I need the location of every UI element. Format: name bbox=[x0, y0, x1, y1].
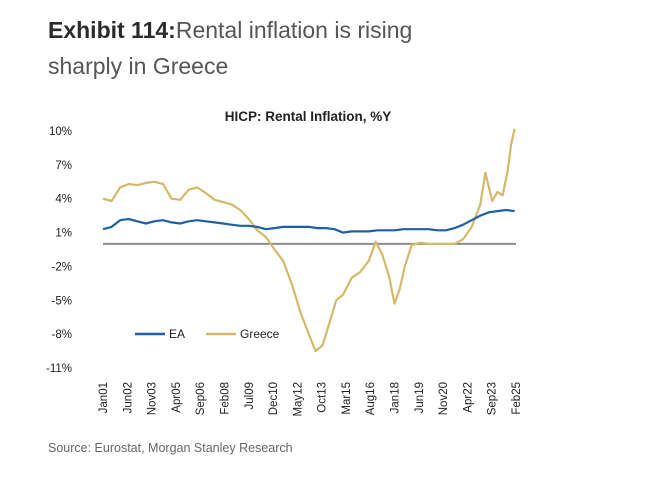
source-note: Source: Eurostat, Morgan Stanley Researc… bbox=[48, 441, 293, 455]
chart-title: HICP: Rental Inflation, %Y bbox=[225, 109, 392, 124]
y-tick-label: -8% bbox=[52, 329, 72, 341]
x-tick-label: Jan01 bbox=[98, 382, 110, 413]
series-line-ea bbox=[102, 208, 515, 234]
exhibit-text-line2: sharply in Greece bbox=[48, 53, 229, 79]
exhibit-text-line1: Rental inflation is rising bbox=[175, 17, 413, 43]
x-tick-label: Oct13 bbox=[317, 382, 329, 413]
x-tick-label: Jun02 bbox=[122, 382, 134, 413]
y-tick-label: -11% bbox=[46, 363, 72, 375]
y-tick-label: 10% bbox=[49, 126, 72, 138]
x-tick-label: Nov20 bbox=[438, 382, 450, 415]
y-axis: 10% 7% 4% 1% -2% -5% -8% -11% bbox=[46, 126, 72, 375]
y-tick-label: -5% bbox=[52, 295, 72, 307]
y-tick-label: -2% bbox=[52, 261, 72, 273]
x-tick-label: Apr22 bbox=[462, 382, 474, 413]
y-tick-label: 4% bbox=[55, 194, 72, 206]
x-tick-label: Feb08 bbox=[219, 382, 231, 415]
x-tick-label: Aug16 bbox=[365, 382, 377, 415]
x-tick-label: May12 bbox=[292, 382, 304, 417]
x-tick-label: Nov03 bbox=[147, 382, 159, 415]
x-tick-label: Jan18 bbox=[390, 382, 402, 413]
series-lines bbox=[102, 128, 516, 353]
x-tick-label: Jun19 bbox=[414, 382, 426, 413]
x-tick-label: Feb25 bbox=[511, 382, 523, 415]
exhibit-label: Exhibit 114: bbox=[48, 17, 176, 43]
y-tick-label: 1% bbox=[55, 228, 72, 240]
x-tick-label: Jul09 bbox=[244, 382, 256, 410]
legend-label-greece: Greece bbox=[240, 327, 280, 341]
legend: EA Greece bbox=[135, 327, 280, 341]
legend-label-ea: EA bbox=[169, 327, 185, 341]
x-tick-label: Dec10 bbox=[268, 382, 280, 415]
x-axis: Jan01 Jun02 Nov03 Apr05 Sep06 Feb08 Jul09 Dec10… bbox=[98, 382, 523, 417]
x-tick-label: Apr05 bbox=[171, 382, 183, 413]
x-tick-label: Sep06 bbox=[195, 382, 207, 415]
x-tick-label: Sep23 bbox=[487, 382, 499, 415]
exhibit-title: Exhibit 114:Rental inflation is rising s… bbox=[48, 12, 568, 84]
x-tick-label: Mar15 bbox=[341, 382, 353, 415]
series-line-greece bbox=[102, 128, 516, 353]
y-tick-label: 7% bbox=[55, 160, 72, 172]
